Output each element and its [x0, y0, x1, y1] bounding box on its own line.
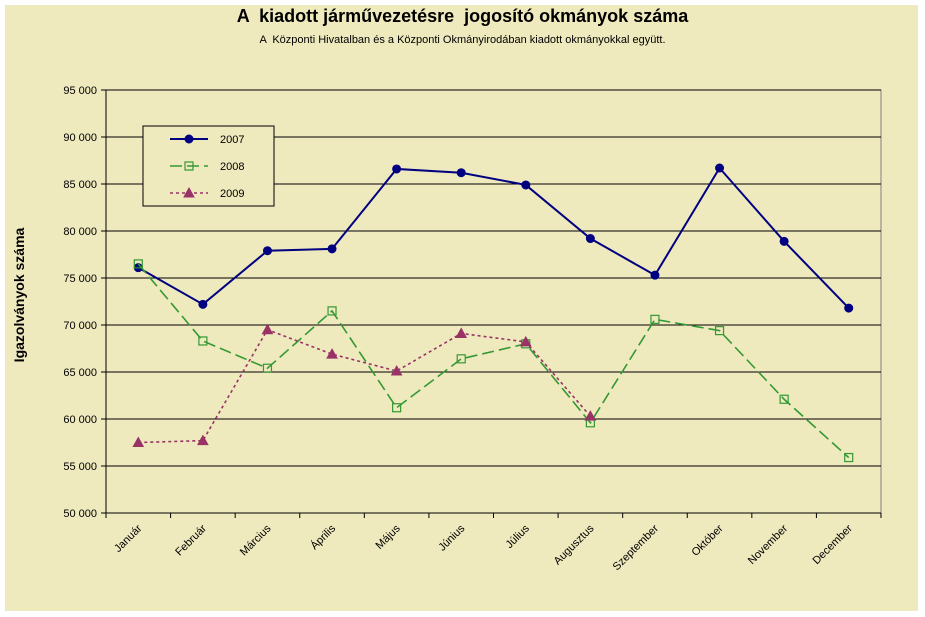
- data-point-2007: [521, 180, 531, 190]
- y-tick-label: 50 000: [63, 508, 97, 520]
- x-tick-label: Július: [504, 522, 533, 551]
- legend-label: 2007: [220, 134, 244, 146]
- chart-title: A kiadott járművezetésre jogosító okmány…: [236, 6, 689, 26]
- y-tick-label: 85 000: [63, 179, 97, 191]
- series-line-2008: [137, 263, 850, 459]
- legend: 2007 2008 2009: [142, 125, 275, 207]
- data-point-2008: [456, 354, 466, 364]
- legend-label: 2008: [220, 161, 244, 173]
- data-point-2008: [262, 363, 273, 373]
- x-tick-label: Október: [690, 522, 726, 558]
- data-point-2008: [650, 314, 660, 324]
- data-point-2009: [326, 348, 338, 359]
- data-point-2009: [519, 335, 532, 347]
- y-tick-label: 55 000: [63, 461, 97, 473]
- series-2009: [132, 323, 597, 447]
- legend-box: [142, 125, 275, 207]
- x-tick-label: Február: [173, 522, 209, 558]
- x-tick-label: Szeptember: [611, 522, 662, 573]
- legend-marker: [184, 161, 194, 171]
- data-point-2009: [197, 434, 209, 446]
- data-point-2007: [585, 234, 595, 244]
- x-tick-label: December: [810, 522, 855, 567]
- data-point-2009: [455, 327, 468, 338]
- y-tick-label: 90 000: [63, 132, 97, 144]
- data-point-2007: [844, 303, 854, 313]
- data-point-2008: [779, 394, 789, 404]
- data-point-2007: [392, 164, 402, 174]
- x-tick-label: Január: [112, 522, 145, 555]
- data-point-2009: [261, 323, 274, 335]
- data-point-2007: [262, 246, 272, 256]
- data-point-2008: [133, 259, 143, 269]
- data-point-2007: [779, 236, 789, 246]
- series-line-2007: [137, 166, 850, 309]
- data-point-2007: [456, 168, 466, 178]
- legend-label: 2009: [220, 188, 244, 200]
- data-point-2009: [132, 436, 145, 447]
- data-point-2008: [198, 336, 208, 346]
- data-point-2008: [327, 306, 337, 316]
- data-point-2008: [392, 403, 402, 413]
- data-point-2008: [714, 326, 725, 336]
- x-tick-label: Április: [308, 522, 339, 553]
- x-tick-label: Augusztus: [552, 522, 597, 567]
- legend-marker: [184, 134, 194, 144]
- y-tick-label: 70 000: [63, 320, 97, 332]
- y-tick-label: 65 000: [63, 367, 97, 379]
- x-tick-label: Március: [238, 522, 274, 558]
- data-point-2007: [650, 270, 660, 280]
- x-tick-label: November: [746, 522, 791, 567]
- data-point-2007: [715, 163, 725, 173]
- y-axis-label: Igazolványok száma: [11, 227, 27, 362]
- y-tick-label: 75 000: [63, 273, 97, 285]
- series-line-2009: [138, 328, 591, 444]
- data-point-2007: [198, 299, 208, 309]
- x-tick-label: Május: [374, 522, 404, 552]
- data-point-2009: [584, 410, 597, 421]
- data-point-2009: [390, 365, 403, 376]
- legend-marker: [183, 186, 195, 198]
- data-point-2007: [327, 244, 337, 254]
- y-tick-label: 60 000: [63, 414, 97, 426]
- chart-subtitle: A Központi Hivatalban és a Központi Okmá…: [259, 34, 666, 46]
- x-tick-label: Június: [436, 522, 467, 553]
- y-tick-label: 80 000: [63, 226, 97, 238]
- series-2007: [133, 163, 854, 313]
- data-point-2008: [844, 452, 854, 463]
- y-tick-label: 95 000: [63, 85, 97, 97]
